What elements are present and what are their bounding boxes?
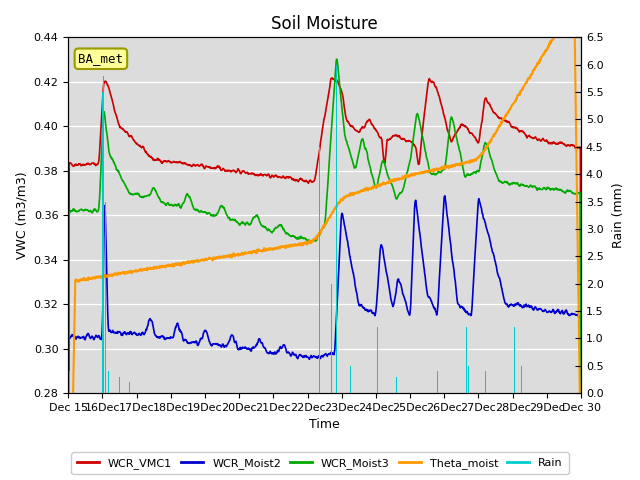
X-axis label: Time: Time — [309, 419, 340, 432]
Title: Soil Moisture: Soil Moisture — [271, 15, 378, 33]
Text: BA_met: BA_met — [79, 52, 124, 65]
Legend: WCR_VMC1, WCR_Moist2, WCR_Moist3, Theta_moist, Rain: WCR_VMC1, WCR_Moist2, WCR_Moist3, Theta_… — [72, 453, 568, 474]
Y-axis label: Rain (mm): Rain (mm) — [612, 182, 625, 248]
Y-axis label: VWC (m3/m3): VWC (m3/m3) — [15, 171, 28, 259]
